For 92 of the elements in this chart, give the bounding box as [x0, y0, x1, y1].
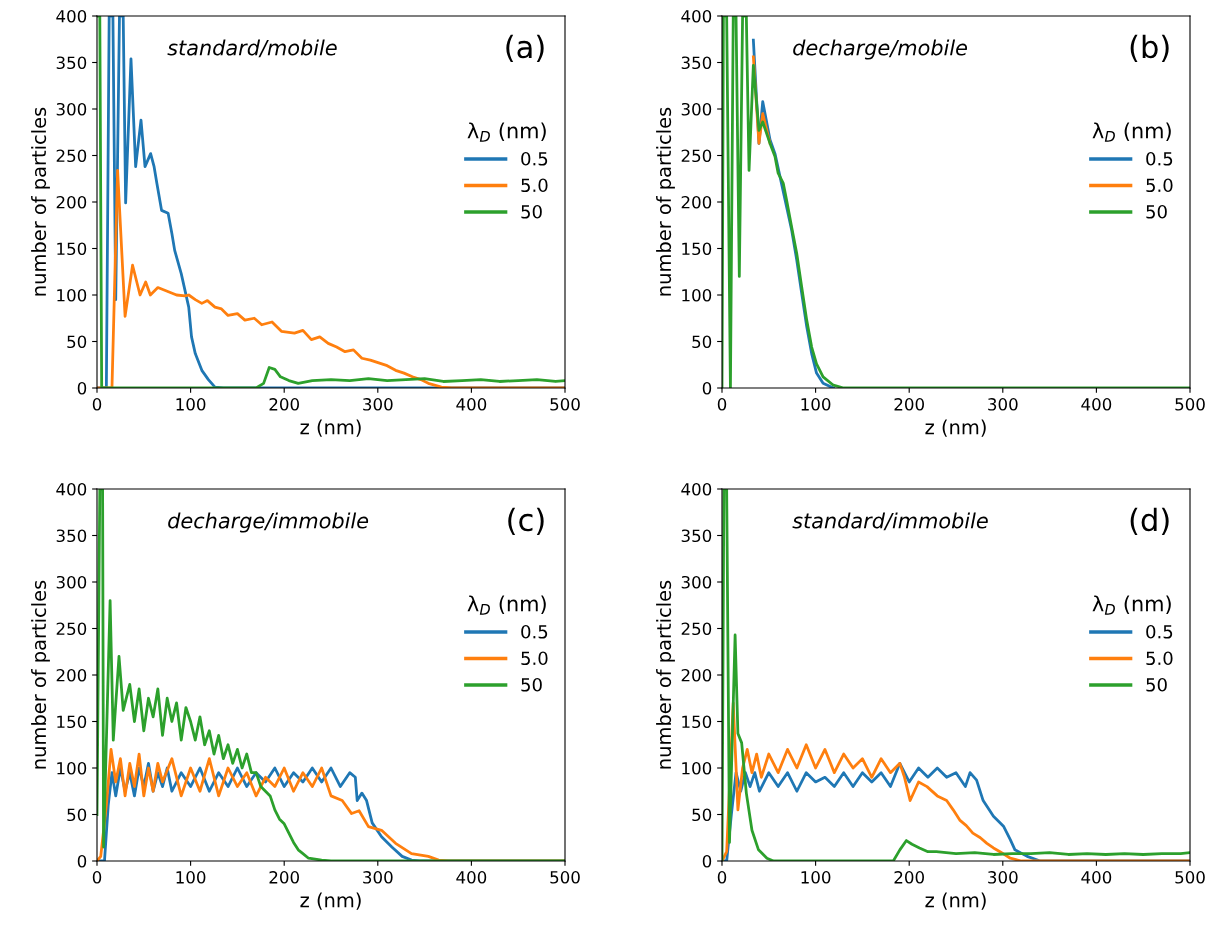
y-tick-label: 100: [682, 288, 712, 302]
legend-label: 0.5: [1146, 151, 1173, 166]
legend-label: 50: [521, 204, 542, 219]
legend-label: 50: [521, 677, 542, 692]
y-tick-label: 150: [57, 715, 87, 729]
legend-label: 0.5: [521, 624, 548, 639]
y-tick-label: 350: [56, 529, 87, 543]
legend-label: 0.5: [521, 151, 548, 166]
x-tick-label: 300: [988, 398, 1018, 411]
y-tick-label: 0: [77, 854, 87, 868]
legend-title: λ$_{D}$ (nm): [1092, 122, 1171, 142]
annotation: (b): [1130, 34, 1169, 62]
x-axis-title: z (nm): [925, 892, 986, 910]
y-axis-title: number of particles: [656, 107, 675, 296]
x-tick-label: 0: [92, 398, 102, 411]
y-axis-title: number of particles: [31, 580, 50, 769]
y-axis-title: number of particles: [656, 580, 675, 769]
x-tick-label: 500: [1175, 871, 1205, 884]
y-tick-label: 400: [681, 482, 712, 496]
y-tick-label: 100: [57, 288, 87, 302]
y-tick-label: 50: [67, 335, 87, 349]
legend-title: λ$_{D}$ (nm): [467, 122, 546, 142]
annotation: standard/immobile: [792, 512, 988, 531]
y-tick-label: 100: [682, 761, 712, 775]
legend-label: 0.5: [1146, 624, 1173, 639]
x-tick-label: 400: [456, 398, 487, 411]
x-tick-label: 400: [1081, 871, 1112, 884]
x-tick-label: 100: [801, 871, 831, 884]
y-tick-label: 200: [681, 668, 712, 682]
y-tick-label: 200: [56, 195, 87, 209]
x-tick-label: 100: [176, 871, 206, 884]
legend-label: 50: [1146, 677, 1167, 692]
y-tick-label: 250: [681, 622, 712, 636]
y-tick-label: 0: [702, 381, 712, 395]
annotation: (c): [508, 507, 544, 535]
x-tick-label: 200: [894, 398, 924, 411]
annotation: decharge/mobile: [793, 39, 968, 60]
x-tick-label: 300: [363, 871, 393, 884]
x-axis-title: z (nm): [300, 892, 361, 910]
y-tick-label: 350: [681, 529, 712, 543]
y-tick-label: 200: [681, 195, 712, 209]
annotation: (a): [506, 34, 544, 62]
y-tick-label: 300: [681, 102, 712, 116]
y-tick-label: 150: [682, 242, 712, 256]
y-tick-label: 350: [681, 56, 712, 70]
y-tick-label: 300: [56, 102, 87, 116]
y-tick-label: 150: [682, 715, 712, 729]
legend-label: 5.0: [1146, 651, 1173, 666]
x-tick-label: 200: [894, 871, 924, 884]
x-axis-title: z (nm): [925, 419, 986, 437]
legend-label: 5.0: [521, 651, 548, 666]
x-tick-label: 0: [92, 871, 102, 884]
y-tick-label: 100: [57, 761, 87, 775]
y-tick-label: 50: [692, 808, 712, 822]
x-tick-label: 100: [801, 398, 831, 411]
y-tick-label: 400: [56, 9, 87, 23]
annotation: decharge/immobile: [168, 512, 369, 533]
x-tick-label: 500: [550, 871, 580, 884]
annotation: standard/mobile: [167, 39, 337, 58]
y-axis-title: number of particles: [31, 107, 50, 296]
x-tick-label: 100: [176, 398, 206, 411]
y-tick-label: 350: [56, 56, 87, 70]
x-tick-label: 0: [717, 398, 727, 411]
annotation: (d): [1130, 507, 1169, 535]
y-tick-label: 250: [56, 622, 87, 636]
legend-label: 5.0: [1146, 178, 1173, 193]
x-tick-label: 0: [717, 871, 727, 884]
y-tick-label: 50: [692, 335, 712, 349]
x-axis-title: z (nm): [300, 419, 361, 437]
x-tick-label: 500: [1175, 398, 1205, 411]
y-tick-label: 400: [681, 9, 712, 23]
y-tick-label: 50: [67, 808, 87, 822]
x-tick-label: 500: [550, 398, 580, 411]
y-tick-label: 0: [702, 854, 712, 868]
x-tick-label: 200: [269, 871, 299, 884]
y-tick-label: 400: [56, 482, 87, 496]
x-tick-label: 300: [988, 871, 1018, 884]
x-tick-label: 400: [456, 871, 487, 884]
y-tick-label: 150: [57, 242, 87, 256]
y-tick-label: 300: [681, 575, 712, 589]
y-tick-label: 200: [56, 668, 87, 682]
y-tick-label: 300: [56, 575, 87, 589]
y-tick-label: 0: [77, 381, 87, 395]
x-tick-label: 200: [269, 398, 299, 411]
y-tick-label: 250: [56, 149, 87, 163]
legend-label: 5.0: [521, 178, 548, 193]
legend-title: λ$_{D}$ (nm): [467, 595, 546, 615]
legend-label: 50: [1146, 204, 1167, 219]
y-tick-label: 250: [681, 149, 712, 163]
x-tick-label: 300: [363, 398, 393, 411]
x-tick-label: 400: [1081, 398, 1112, 411]
legend-title: λ$_{D}$ (nm): [1092, 595, 1171, 615]
